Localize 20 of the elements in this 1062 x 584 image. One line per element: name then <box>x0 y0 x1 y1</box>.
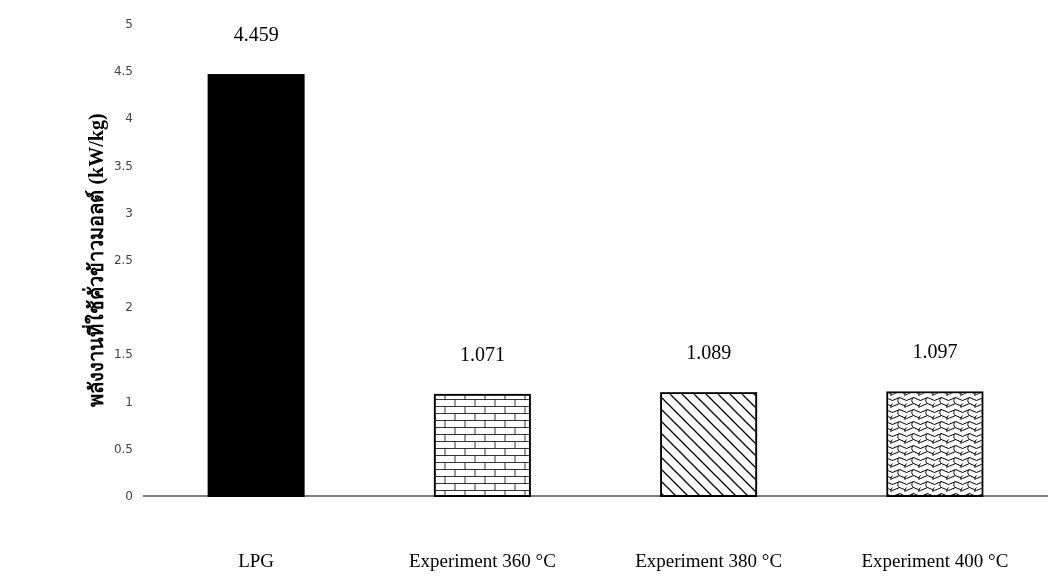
data-label: 1.071 <box>459 342 505 365</box>
y-tick-label: 4.5 <box>113 64 133 79</box>
y-tick-label: 0.5 <box>113 441 133 456</box>
x-tick-label: Experiment 400 °C <box>861 550 1009 571</box>
data-label: 1.089 <box>686 341 732 364</box>
x-tick-label: LPG <box>238 550 275 571</box>
y-tick-label: 4 <box>125 111 133 126</box>
y-tick-label: 0 <box>125 489 133 503</box>
y-tick-label: 2 <box>125 300 133 315</box>
data-label: 4.459 <box>233 23 279 46</box>
y-tick-label: 3.5 <box>113 158 133 173</box>
y-tick-label: 5 <box>125 17 133 31</box>
x-tick-label: Experiment 380 °C <box>635 550 783 571</box>
y-tick-label: 1.5 <box>113 347 133 362</box>
x-tick-label: Experiment 360 °C <box>408 550 556 571</box>
y-axis-title: พลังงานที่ใช้คั่วข้าวมอลต์ (kW/kg) <box>81 113 108 407</box>
y-tick-label: 3 <box>125 205 133 220</box>
y-tick-label: 1 <box>125 394 133 409</box>
y-tick-label: 2.5 <box>113 253 133 267</box>
data-label: 1.097 <box>912 340 958 363</box>
